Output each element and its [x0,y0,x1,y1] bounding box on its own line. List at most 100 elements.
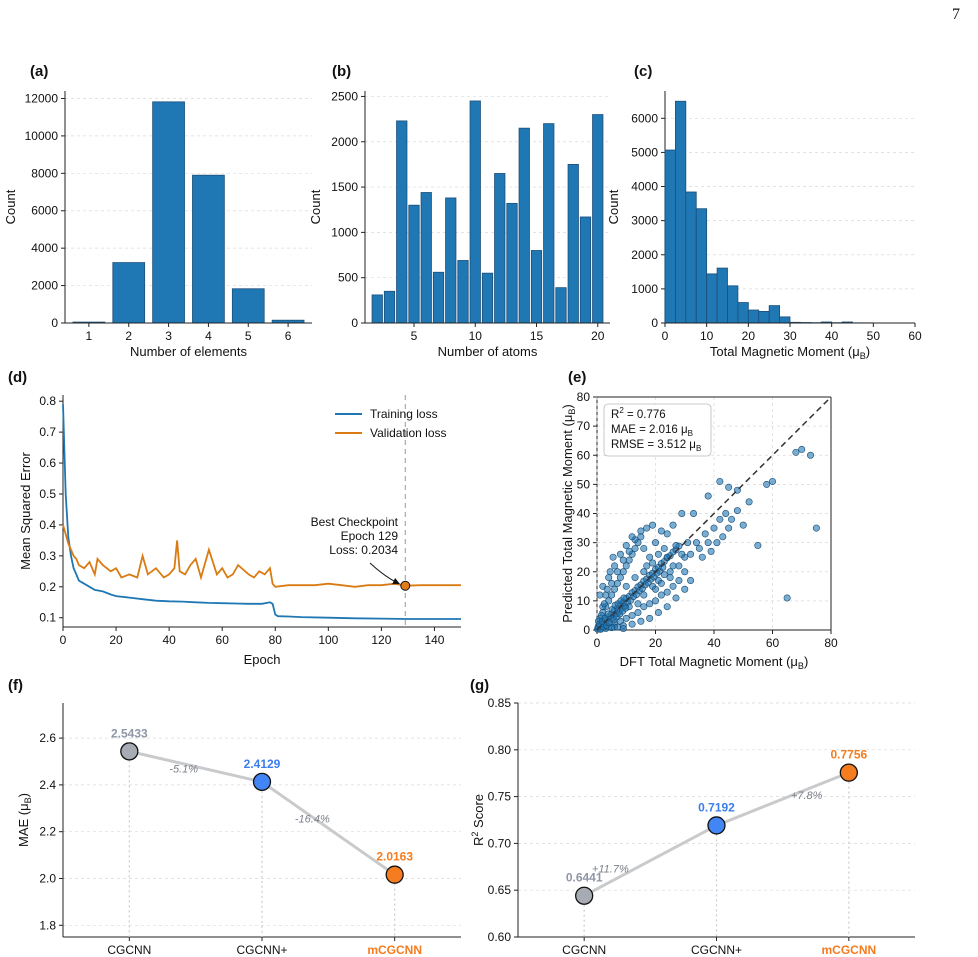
scatter-point [657,591,665,599]
y-tick-label: 0.1 [39,611,56,625]
y-tick-label: 0.70 [488,836,512,850]
scatter-point [602,591,610,599]
x-tick-label: 15 [530,329,544,343]
bar [518,127,530,324]
series-line-0 [62,404,461,620]
stats-line: MAE = 2.016 μB [611,424,693,438]
panel-g: (g) 0.60 0.65 0.70 0.75 0.80 0.85 +11.7% +7.8% 0.… [470,677,915,957]
scatter-point [716,515,724,523]
x-tick-label: CGCNN+ [691,943,742,957]
annotation-line: Epoch 129 [341,529,399,543]
scatter-point [628,620,636,628]
x-tick-label: mCGCNN [367,943,422,957]
scatter-point [807,451,815,459]
scatter-point [613,623,621,631]
scatter-point [640,603,648,611]
model-marker [252,772,272,792]
scatter-point [622,582,630,590]
scatter-point [678,550,686,558]
value-label: 2.4129 [244,757,281,771]
scatter-point [613,568,621,576]
scatter-point [619,625,627,633]
scatter-point [672,594,680,602]
bar [383,290,396,324]
scatter-point [669,521,677,529]
scatter-point [725,483,733,491]
model-marker [120,742,139,761]
bar [530,250,543,324]
scatter-point [745,498,753,506]
x-axis-label: Epoch [244,652,281,667]
bar [371,294,383,324]
scatter-point [628,533,636,541]
y-tick-label: 0.8 [39,394,56,408]
y-tick-label: 60 [577,448,591,462]
change-label: -5.1% [169,764,198,776]
y-tick-label: 0.2 [39,580,56,594]
y-tick-label: 500 [338,271,358,285]
histogram-bar [706,273,718,324]
y-tick-label: 8000 [31,166,58,180]
model-marker [575,886,594,905]
x-tick-label: 30 [783,329,797,343]
scatter-point [695,544,703,552]
value-label: 2.0163 [376,850,413,864]
y-tick-label: 1.8 [39,918,56,932]
scatter-point [606,568,614,576]
x-tick-label: 40 [825,329,839,343]
stats-line: RMSE = 3.512 μB [611,439,701,453]
scatter-point [613,579,621,587]
y-tick-label: 30 [577,536,591,550]
panel-label-d: (d) [8,369,27,386]
y-tick-label: 40 [577,507,591,521]
legend-label: Training loss [370,407,438,421]
y-tick-label: 5000 [631,145,658,159]
scatter-point [600,600,608,608]
bar [457,260,469,324]
panel-label-a: (a) [30,63,48,80]
scatter-point [619,568,627,576]
bar [567,164,579,324]
y-tick-label: 0.75 [488,790,512,804]
scatter-point [604,610,612,618]
x-tick-label: 10 [700,329,714,343]
model-marker [839,763,858,782]
y-tick-label: 0.3 [39,549,56,563]
scatter-point [622,562,630,570]
scatter-point [663,603,671,611]
scatter-point [646,614,654,622]
scatter-point [640,591,648,599]
scatter-point [669,582,677,590]
x-tick-label: CGCNN+ [236,943,287,957]
x-axis-label: Number of elements [130,344,248,359]
bar [592,114,604,324]
y-tick-label: 0 [351,316,358,330]
y-tick-label: 0.5 [39,487,56,501]
scatter-point [722,509,730,517]
y-tick-label: 0.85 [488,696,512,710]
y-axis-label: Predicted Total Magnetic Moment (μB) [560,404,577,623]
histogram-bar [727,285,739,324]
x-tick-label: mCGCNN [821,943,876,957]
scatter-point [622,542,630,550]
bar [506,202,518,324]
scatter-point [608,579,616,587]
annotation-arrow [369,562,400,585]
panel-a: (a) 0 2000 4000 6000 8000 10000 12000 1 2 3 4 5 6 Numb… [3,63,312,359]
scatter-point [666,568,674,576]
y-axis-label: Count [606,189,621,224]
histogram-bar [716,267,728,324]
scatter-point [620,594,628,602]
scatter-point [713,539,721,547]
scatter-point [739,521,747,529]
x-tick-label: 0 [594,636,601,650]
scatter-point [701,530,709,538]
scatter-point [698,553,706,561]
bar [420,192,432,324]
histogram-bar [747,309,760,324]
x-tick-label: 20 [109,633,123,647]
scatter-point [663,588,671,596]
scatter-point [663,530,671,538]
y-tick-label: 1000 [631,282,658,296]
scatter-point [812,524,820,532]
